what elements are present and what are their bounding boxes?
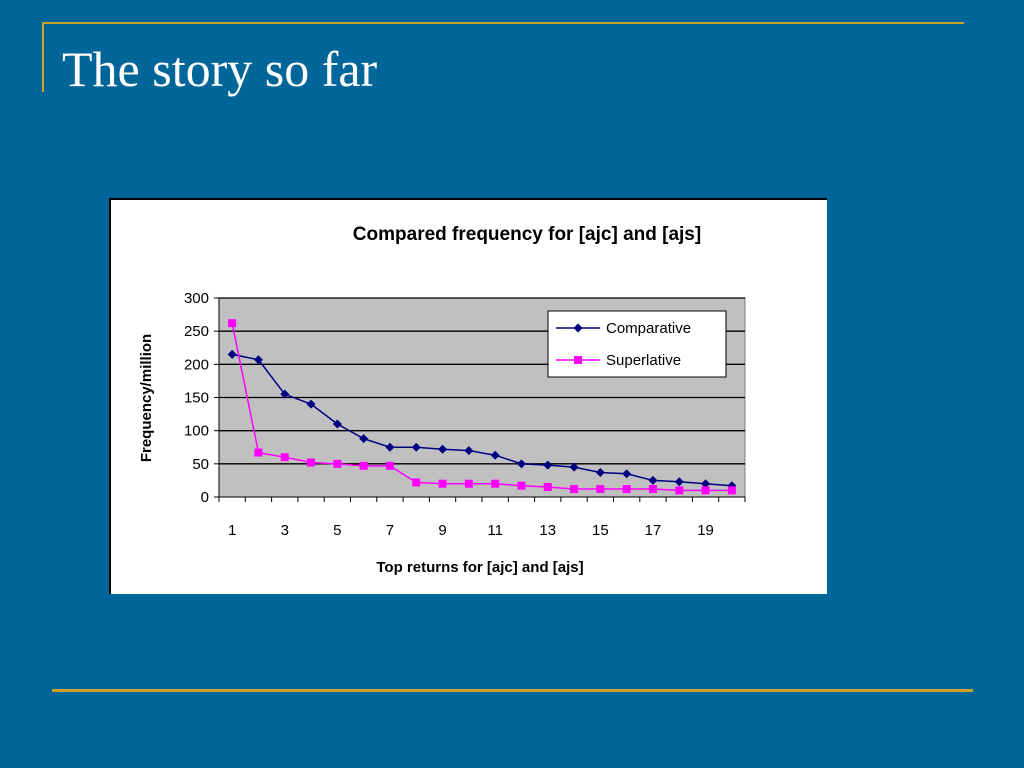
comparative-point — [438, 444, 448, 454]
x-tick-label: 9 — [438, 522, 446, 539]
comparative-point — [464, 446, 474, 456]
superlative-point — [359, 461, 368, 470]
y-axis-label: Frequency/million — [138, 334, 155, 462]
top-accent-rule — [42, 22, 964, 24]
superlative-point — [701, 486, 710, 495]
comparative-line — [232, 353, 732, 487]
superlative-point — [675, 486, 684, 495]
comparative-point — [595, 467, 605, 477]
superlative-point — [517, 481, 526, 490]
slide-title: The story so far — [62, 41, 378, 97]
legend-box — [547, 310, 727, 378]
superlative-point — [464, 479, 473, 488]
superlative-point — [307, 458, 316, 467]
x-tick-label: 7 — [386, 522, 394, 539]
x-tick-label: 19 — [697, 522, 714, 539]
superlative-point — [543, 483, 552, 492]
comparative-point — [701, 479, 711, 489]
superlative-point — [438, 479, 447, 488]
y-tick-label: 250 — [184, 323, 209, 340]
comparative-point — [385, 442, 395, 452]
legend-superlative-label: Superlative — [606, 352, 681, 369]
superlative-point — [570, 485, 579, 494]
x-tick-label: 15 — [592, 522, 609, 539]
superlative-point — [385, 461, 394, 470]
chart-panel: Compared frequency for [ajc] and [ajs] F… — [109, 198, 827, 594]
bottom-accent-rule — [52, 689, 973, 692]
superlative-point — [254, 448, 263, 457]
superlative-point — [596, 485, 605, 494]
superlative-point — [491, 479, 500, 488]
superlative-point — [228, 319, 237, 328]
x-tick-label: 13 — [539, 522, 556, 539]
x-tick-label: 3 — [281, 522, 289, 539]
comparative-point — [622, 469, 632, 479]
legend-comparative-label: Comparative — [606, 320, 691, 337]
x-tick-label: 1 — [228, 522, 236, 539]
y-tick-label: 300 — [184, 290, 209, 307]
comparative-point — [490, 450, 500, 460]
comparative-point — [332, 419, 342, 429]
comparative-point — [411, 442, 421, 452]
superlative-point — [412, 478, 421, 487]
comparative-point — [280, 389, 290, 399]
comparative-point — [648, 475, 658, 485]
comparative-point — [306, 399, 316, 409]
legend-comparative-marker — [573, 323, 583, 333]
superlative-point — [622, 485, 631, 494]
y-tick-label: 0 — [201, 489, 209, 506]
y-tick-label: 150 — [184, 390, 209, 407]
superlative-point — [648, 485, 657, 494]
chart-title: Compared frequency for [ajc] and [ajs] — [353, 224, 701, 245]
x-tick-label: 5 — [333, 522, 341, 539]
comparative-point — [569, 462, 579, 472]
x-tick-label: 17 — [645, 522, 662, 539]
left-accent-rule — [42, 22, 44, 92]
comparative-point — [516, 459, 526, 469]
superlative-line — [231, 323, 732, 492]
comparative-point — [227, 349, 237, 359]
x-axis-label: Top returns for [ajc] and [ajs] — [376, 559, 583, 576]
comparative-point — [359, 434, 369, 444]
superlative-point — [333, 459, 342, 468]
x-tick-label: 11 — [487, 522, 503, 539]
y-tick-label: 200 — [184, 356, 209, 373]
comparative-point — [543, 460, 553, 470]
comparative-point — [674, 477, 684, 487]
comparative-point — [253, 355, 263, 365]
superlative-point — [727, 486, 736, 495]
y-tick-label: 100 — [184, 423, 209, 440]
superlative-point — [280, 453, 289, 462]
legend-superlative-marker — [574, 356, 582, 364]
y-tick-label: 50 — [192, 456, 209, 473]
line-chart: Compared frequency for [ajc] and [ajs] F… — [138, 224, 746, 576]
